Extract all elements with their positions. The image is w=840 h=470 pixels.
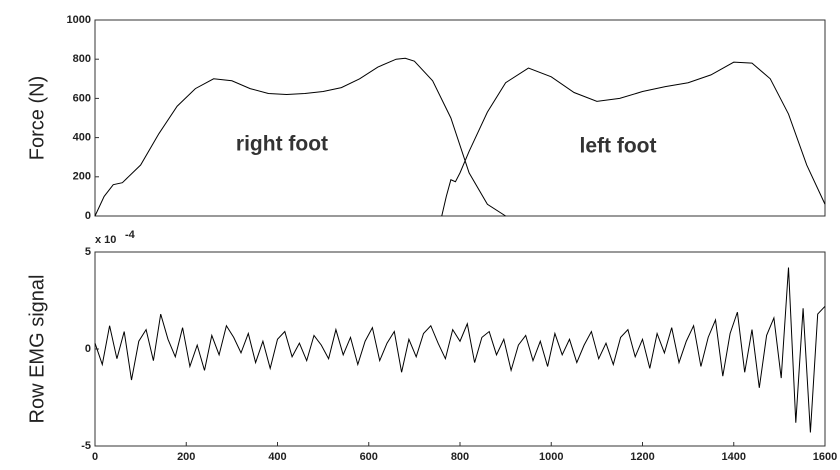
y-tick-label: -5 (81, 440, 91, 452)
x-tick-label: 1000 (539, 451, 563, 463)
annotation: right foot (236, 133, 328, 156)
x-tick-label: 800 (451, 451, 469, 463)
x-tick-label: 600 (360, 451, 378, 463)
x-tick-label: 1200 (630, 451, 654, 463)
x-tick-label: 400 (268, 451, 286, 463)
plot-frame (94, 251, 826, 447)
y-tick-label: 1000 (67, 14, 91, 26)
y-tick-label: 0 (85, 210, 91, 222)
y-axis-label: Force (N) (26, 76, 48, 160)
data-line (441, 61, 826, 217)
y-tick-label: 5 (85, 246, 91, 258)
y-tick-label: 200 (73, 171, 91, 183)
y-tick-label: 0 (85, 343, 91, 355)
axis-multiplier: x 10 (95, 234, 116, 246)
data-line (94, 267, 826, 433)
x-tick-label: 1400 (722, 451, 746, 463)
x-tick-label: 1600 (813, 451, 837, 463)
annotation: left foot (580, 135, 657, 158)
x-tick-label: 200 (177, 451, 195, 463)
x-tick-label: 0 (92, 451, 98, 463)
y-tick-label: 800 (73, 53, 91, 65)
data-line (94, 57, 506, 217)
y-tick-label: 400 (73, 132, 91, 144)
axis-multiplier-exponent: -4 (125, 229, 136, 241)
plot-frame (94, 19, 826, 217)
y-axis-label: Row EMG signal (26, 275, 48, 424)
y-tick-label: 600 (73, 92, 91, 104)
